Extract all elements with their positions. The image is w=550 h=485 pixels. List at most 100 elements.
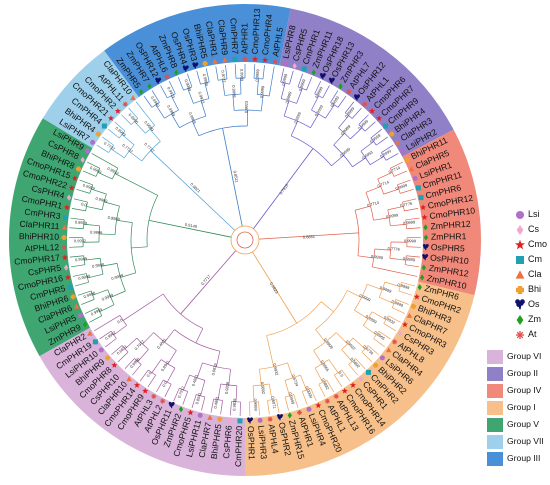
- bootstrap-label: 0.4801: [213, 395, 220, 409]
- species-trefoil-icon: [515, 299, 525, 310]
- branch-arc: [253, 77, 264, 80]
- bootstrap-label: 0.9999: [82, 182, 96, 191]
- leaf-label: ClaPHR9: [216, 19, 230, 56]
- group-legend-label: Group IV: [507, 385, 542, 395]
- leaf-species-marker: [130, 94, 136, 101]
- species-marker: [516, 225, 524, 235]
- leaf-species-marker: [333, 393, 339, 399]
- branch: [205, 68, 210, 83]
- leaf-species-marker: [301, 66, 307, 72]
- bootstrap-label: 0.9999: [304, 385, 314, 399]
- group-legend-label: Group VI: [507, 351, 542, 361]
- leaf-species-marker: [63, 264, 69, 271]
- leaf-species-marker: [400, 148, 406, 154]
- branch: [69, 255, 84, 258]
- bootstrap-label: 0.0: [337, 371, 345, 379]
- branch: [234, 64, 237, 79]
- leaf-label: CsPHR6: [221, 425, 234, 459]
- branch: [284, 396, 289, 411]
- bootstrap-label: 0.9988: [107, 215, 121, 222]
- bootstrap-label: 0.9988: [83, 290, 97, 299]
- leaf-species-marker: [282, 60, 288, 66]
- group-color-swatch: [487, 401, 503, 415]
- group-color-swatch: [487, 435, 503, 449]
- branch: [364, 121, 376, 132]
- leaf-species-marker: [296, 410, 302, 416]
- leaf-species-marker: [61, 254, 68, 261]
- branch-arc: [354, 210, 360, 256]
- branch: [381, 144, 394, 153]
- branch: [147, 374, 156, 388]
- branch: [137, 349, 149, 362]
- leaf-label: CmoPHR4: [260, 13, 275, 55]
- branch: [314, 80, 322, 94]
- branch: [367, 283, 383, 291]
- leaf-species-marker: [192, 62, 199, 69]
- species-marker: [516, 256, 524, 264]
- branch: [293, 394, 299, 408]
- group-legend-label: Group II: [507, 368, 539, 378]
- branch: [400, 189, 414, 194]
- branch: [136, 302, 151, 312]
- branch: [96, 144, 109, 153]
- branch-arc: [202, 362, 231, 370]
- branch: [81, 299, 95, 305]
- backbone-branch: [258, 232, 359, 240]
- bootstrap-label: 0.9962: [104, 329, 117, 341]
- branch: [128, 107, 139, 119]
- leaf-species-marker: [133, 381, 141, 388]
- bootstrap-label: 0.9999: [314, 103, 325, 117]
- bootstrap-label: 0.9923: [244, 100, 249, 113]
- group-legend-item: Group III: [487, 451, 550, 468]
- leaf-species-marker: [217, 416, 223, 422]
- leaf-species-marker: [95, 131, 101, 137]
- leaf-label: AtPHL4: [267, 423, 281, 454]
- leaf-species-marker: [392, 339, 398, 345]
- leaf-species-marker: [261, 56, 269, 63]
- species-asterisk-icon: [516, 331, 524, 339]
- branch: [97, 172, 113, 180]
- bootstrap-label: 0.0: [161, 380, 168, 388]
- branch: [131, 246, 148, 249]
- branch: [341, 349, 353, 362]
- branch: [195, 328, 204, 344]
- backbone-branch: [222, 128, 243, 227]
- leaf-label: AtPHR1: [239, 23, 249, 54]
- branch: [301, 391, 308, 405]
- bootstrap-label: 0.9999: [143, 120, 155, 133]
- branch: [83, 223, 100, 227]
- branch: [220, 400, 223, 415]
- branch: [370, 128, 382, 139]
- branch: [116, 219, 133, 223]
- species-diamond-icon: [516, 225, 524, 235]
- leaf-species-marker: [267, 416, 273, 422]
- bootstrap-label: 0.0: [145, 370, 153, 378]
- leaf-species-marker: [119, 369, 124, 376]
- bootstrap-label: 0.9999: [90, 306, 104, 316]
- branch: [143, 95, 153, 108]
- branch-arc: [174, 329, 220, 352]
- bootstrap-label: 0.9999: [397, 282, 411, 291]
- species-marker: [515, 299, 525, 310]
- branch: [360, 141, 374, 152]
- leaf-species-marker: [418, 195, 424, 201]
- branch-arc: [89, 184, 94, 194]
- branch: [369, 156, 384, 165]
- species-legend-item: Cm: [513, 253, 550, 268]
- species-legend-item: Os: [513, 298, 550, 313]
- backbone-branch: [180, 250, 237, 315]
- leaf-species-marker: [111, 362, 118, 368]
- branch: [99, 304, 115, 313]
- bootstrap-label: 0.6893: [361, 149, 375, 160]
- leaf-species-marker: [319, 73, 326, 80]
- branch: [393, 170, 408, 177]
- branch-arc: [163, 379, 172, 385]
- branch: [401, 281, 415, 287]
- bootstrap-label: 0.9999: [339, 146, 352, 158]
- leaf-species-marker: [406, 312, 413, 318]
- branch: [110, 290, 126, 298]
- branch: [371, 311, 387, 321]
- branch: [84, 257, 101, 261]
- group-legend-item: Group VII: [487, 434, 550, 451]
- branch: [149, 293, 164, 304]
